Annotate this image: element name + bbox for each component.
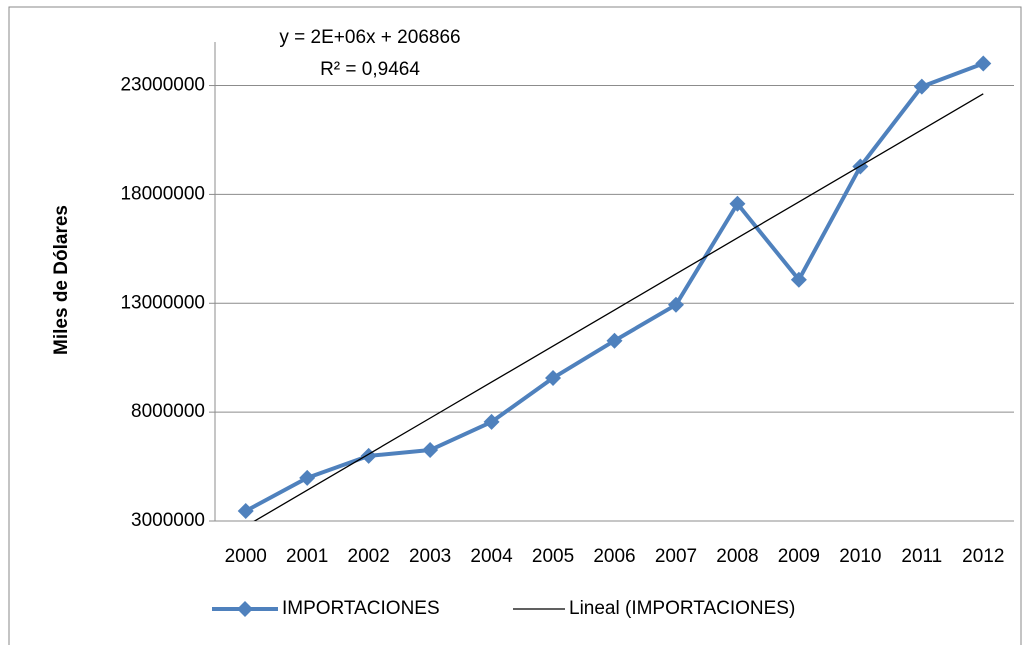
trend-line [253, 93, 984, 521]
x-tick-label: 2005 [532, 546, 574, 567]
data-point [606, 332, 623, 349]
legend-label: IMPORTACIONES [282, 598, 440, 619]
data-point [667, 296, 684, 313]
x-tick-label: 2008 [716, 546, 758, 567]
chart-border [8, 6, 1022, 645]
data-point [975, 55, 992, 72]
data-point [790, 271, 807, 288]
x-tick-label: 2001 [286, 546, 328, 567]
legend-marker [237, 601, 253, 617]
y-tick-label: 18000000 [120, 183, 205, 204]
x-tick-label: 2004 [470, 546, 513, 567]
x-tick-label: 2000 [225, 546, 267, 567]
x-tick-label: 2010 [839, 546, 881, 567]
x-tick-label: 2009 [778, 546, 820, 567]
data-point [422, 442, 439, 459]
x-tick-label: 2003 [409, 546, 451, 567]
data-point [729, 195, 746, 212]
data-point [483, 413, 500, 430]
x-tick-label: 2012 [962, 546, 1004, 567]
x-tick-label: 2006 [593, 546, 635, 567]
y-tick-label: 13000000 [120, 292, 205, 313]
y-tick-label: 23000000 [120, 75, 205, 96]
data-point [913, 78, 930, 95]
trend-r2: R² = 0,9464 [320, 59, 420, 80]
y-tick-label: 3000000 [131, 510, 205, 531]
trend-equation: y = 2E+06x + 206866 [279, 27, 460, 48]
y-tick-label: 8000000 [131, 401, 205, 422]
legend-label: Lineal (IMPORTACIONES) [569, 598, 795, 619]
y-axis-label: Miles de Dólares [51, 205, 72, 355]
x-tick-label: 2002 [348, 546, 390, 567]
data-point [299, 469, 316, 486]
x-tick-label: 2007 [655, 546, 697, 567]
data-point [237, 502, 254, 519]
x-tick-label: 2011 [901, 546, 942, 567]
data-point [545, 369, 562, 386]
